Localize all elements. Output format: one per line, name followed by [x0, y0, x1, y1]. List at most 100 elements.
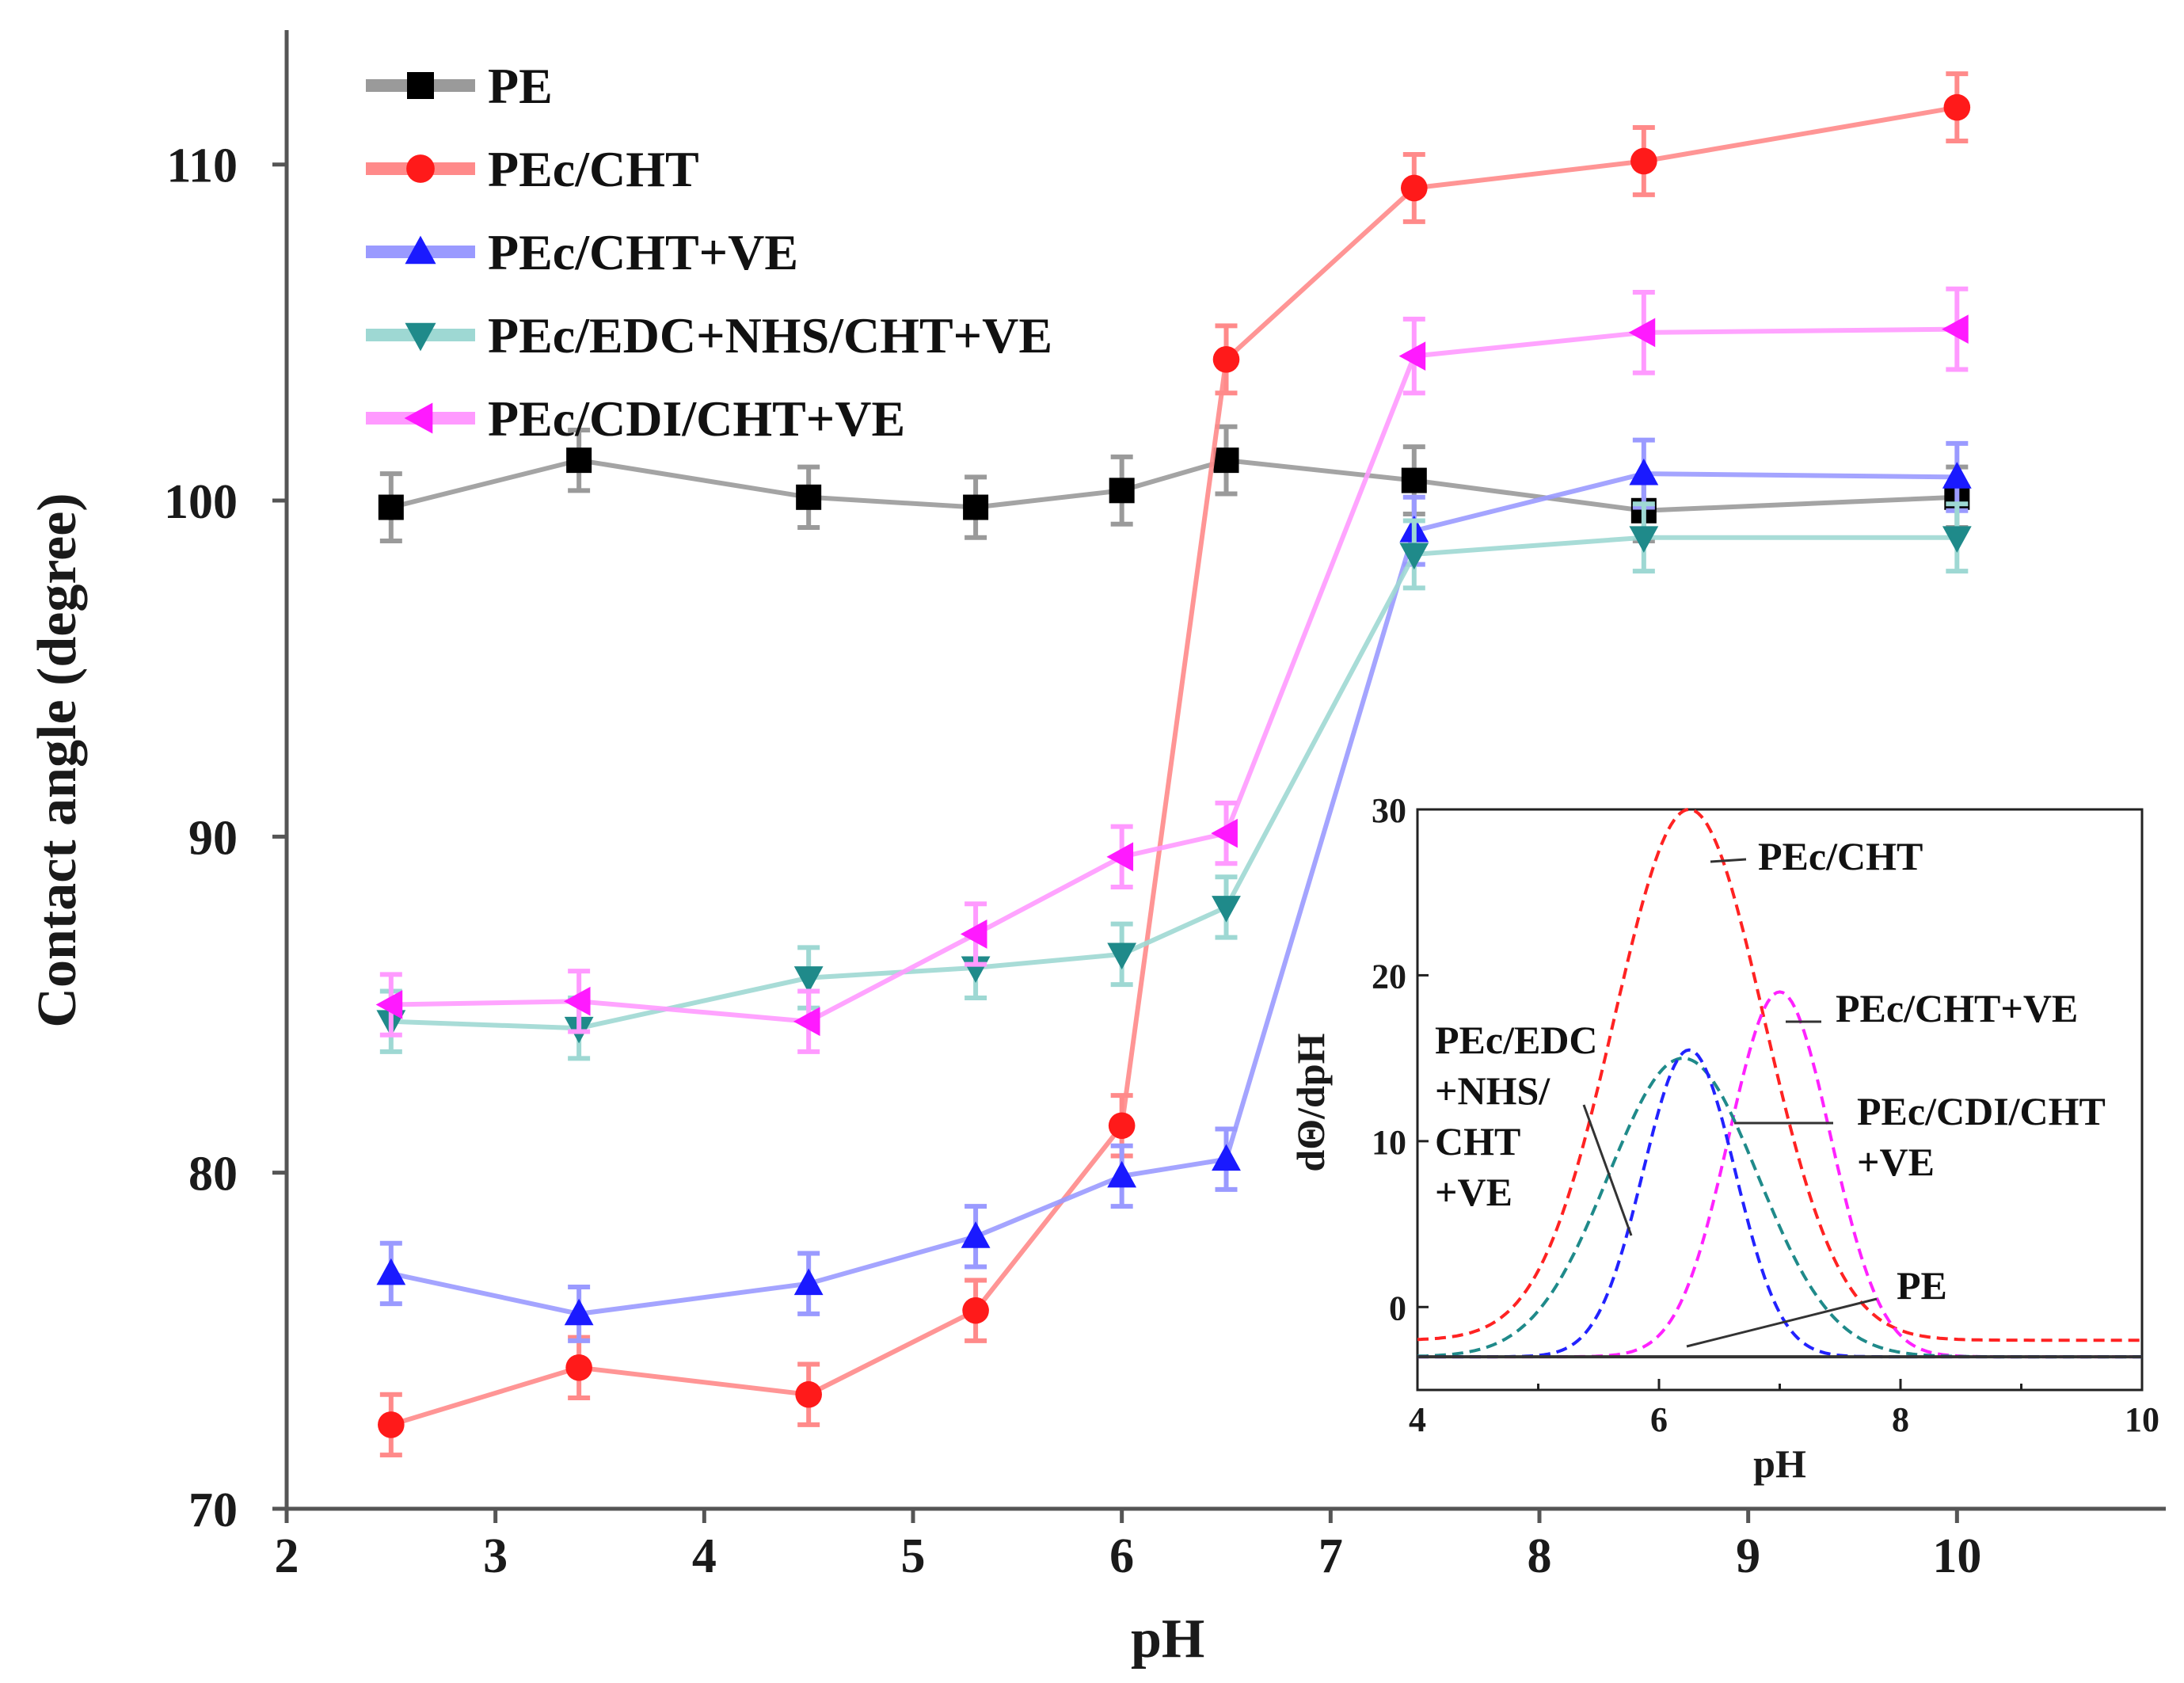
data-point-pe [566, 447, 592, 474]
series-pec-edc-nhs-cht-ve [376, 501, 1972, 1061]
data-point-pec-cht-ve [1629, 458, 1659, 485]
legend-label: PEc/CHT+VE [488, 224, 798, 280]
series-line-pec-cht [390, 105, 1958, 1427]
legend: PE PEc/CHT PEc/CHT+VE PEc/EDC+NHS/CHT+VE PEc… [366, 58, 1052, 447]
x-tick-label: 6 [1109, 1529, 1134, 1583]
data-point-pec-cdi-cht-ve [563, 986, 591, 1016]
data-point-pec-cht [1943, 93, 1971, 121]
legend-item-pec-edc-nhs-cht-ve: PEc/EDC+NHS/CHT+VE [366, 307, 1052, 364]
data-point-pec-cht-ve [793, 1268, 824, 1296]
inset-annotation-label: PEc/EDC [1435, 1018, 1598, 1062]
series-pec-cht [378, 71, 1971, 1458]
x-tick-label: 10 [1932, 1529, 1981, 1583]
inset-y-tick-label: 20 [1372, 957, 1406, 996]
y-tick-label: 90 [188, 811, 238, 865]
data-point-pe [1401, 467, 1427, 493]
x-axis-title: pH [1131, 1609, 1204, 1670]
data-point-pec-cht-ve [1942, 462, 1972, 489]
inset-annotation-label: PEc/CHT+VE [1836, 986, 2078, 1030]
inset-annotation-label: +VE [1435, 1170, 1512, 1214]
data-point-pec-edc-nhs-cht-ve [1212, 896, 1241, 923]
data-point-pec-cdi-cht-ve [1398, 341, 1426, 371]
legend-label: PEc/CHT [488, 141, 699, 197]
data-point-pec-cdi-cht-ve [1106, 842, 1134, 872]
inset-annotation-leader [1710, 858, 1747, 863]
inset-x-tick-label: 8 [1892, 1400, 1909, 1439]
series-line-pec-cht-ve [390, 471, 1958, 1316]
legend-item-pec-cdi-cht-ve: PEc/CDI/CHT+VE [366, 390, 905, 447]
data-point-pec-cdi-cht-ve [1942, 314, 1969, 345]
data-point-pec-cht [1212, 346, 1240, 373]
inset-annotation-label: PEc/CDI/CHT [1857, 1089, 2106, 1133]
x-tick-label: 2 [275, 1529, 299, 1583]
data-point-pe [963, 494, 989, 520]
data-point-pec-cht-ve [376, 1258, 406, 1285]
legend-label: PEc/EDC+NHS/CHT+VE [488, 307, 1052, 364]
inset-y-axis-title: dΘ/dpH [1288, 1033, 1333, 1171]
data-point-pec-cht-ve [1107, 1160, 1137, 1188]
y-tick-label: 100 [164, 475, 238, 529]
x-tick-label: 9 [1736, 1529, 1760, 1583]
inset-x-tick-label: 4 [1409, 1400, 1426, 1439]
inset-annotation-label: +VE [1857, 1140, 1935, 1184]
inset-annotation-leader [1686, 1297, 1878, 1348]
inset-curve-pec-cht [1417, 807, 2142, 1342]
data-point-pec-cdi-cht-ve [1211, 818, 1238, 848]
data-point-pec-cdi-cht-ve [1628, 318, 1656, 348]
x-tick-label: 4 [692, 1529, 717, 1583]
series-line-pec-edc-nhs-cht-ve [390, 535, 1958, 1031]
x-tick-label: 8 [1528, 1529, 1552, 1583]
data-point-pec-cdi-cht-ve [375, 990, 403, 1019]
y-tick-label: 80 [188, 1148, 238, 1201]
inset-x-axis-title: pH [1753, 1441, 1806, 1486]
data-point-pec-cht [795, 1380, 822, 1408]
data-point-pe [1213, 447, 1239, 474]
inset-y-tick-label: 0 [1389, 1289, 1406, 1327]
data-point-pec-cht-ve [1212, 1144, 1241, 1171]
legend-marker-pec-cht-ve [405, 235, 436, 265]
inset-annotation: PE [1686, 1263, 1947, 1348]
data-point-pec-edc-nhs-cht-ve [1629, 526, 1659, 553]
legend-marker-pec-cdi-cht-ve [404, 402, 433, 434]
inset-annotation: PEc/CHT+VE [1786, 986, 2078, 1030]
data-point-pe [378, 494, 404, 520]
inset-curve-pec-cht-ve [1417, 990, 2142, 1359]
data-point-pec-cht [962, 1297, 989, 1324]
inset-annotation-label: PEc/CHT [1758, 834, 1923, 878]
data-point-pec-edc-nhs-cht-ve [1399, 543, 1429, 570]
inset-plot: 4 6 8 10 0 10 20 30 pH dΘ/dpH PEc/CHT PEc/CHT+VE PEc… [1288, 791, 2159, 1486]
inset-annotation: PEc/EDC +NHS/CHT +VE [1435, 1018, 1633, 1236]
data-point-pec-cht-ve [564, 1298, 594, 1326]
inset-annotation: PEc/CDI/CHT +VE [1734, 1089, 2106, 1184]
data-point-pec-edc-nhs-cht-ve [1942, 526, 1972, 553]
inset-y-tick-label: 30 [1372, 791, 1406, 830]
data-point-pec-cdi-cht-ve [960, 920, 987, 949]
data-point-pec-cht [565, 1354, 592, 1381]
data-point-pec-edc-nhs-cht-ve [793, 966, 824, 993]
series-pe [378, 424, 1970, 543]
legend-marker-pec-cht [406, 154, 435, 183]
inset-annotation-label: PE [1897, 1263, 1947, 1308]
inset-annotation-label: CHT [1435, 1119, 1520, 1163]
inset-x-tick-label: 10 [2125, 1400, 2159, 1439]
series-pec-cdi-cht-ve [375, 286, 1969, 1054]
y-tick-label: 70 [188, 1483, 238, 1537]
legend-marker-pe [407, 72, 434, 99]
data-point-pec-cht [1108, 1112, 1136, 1140]
inset-y-tick-label: 10 [1372, 1123, 1406, 1162]
legend-label: PE [488, 58, 553, 114]
data-point-pe [1109, 478, 1135, 504]
legend-label: PEc/CDI/CHT+VE [488, 390, 905, 447]
x-tick-label: 3 [483, 1529, 508, 1583]
y-axis-title: Contact angle (degree) [27, 493, 88, 1027]
y-tick-label: 110 [166, 139, 238, 193]
x-tick-label: 7 [1318, 1529, 1343, 1583]
inset-x-tick-label: 6 [1650, 1400, 1668, 1439]
data-point-pec-cht-ve [961, 1221, 991, 1248]
data-point-pec-cdi-cht-ve [793, 1007, 820, 1037]
inset-annotation: PEc/CHT [1710, 834, 1923, 878]
inset-annotation-label: +NHS/ [1435, 1068, 1550, 1113]
inset-annotation-leader [1582, 1104, 1633, 1236]
